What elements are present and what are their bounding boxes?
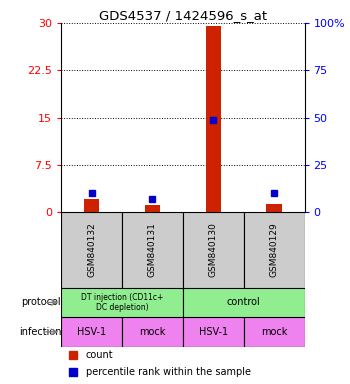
Text: infection: infection bbox=[19, 327, 61, 337]
Text: mock: mock bbox=[139, 327, 166, 337]
Text: mock: mock bbox=[261, 327, 287, 337]
Title: GDS4537 / 1424596_s_at: GDS4537 / 1424596_s_at bbox=[99, 9, 267, 22]
Text: GSM840130: GSM840130 bbox=[209, 222, 218, 277]
Bar bbox=[183, 288, 304, 317]
Bar bbox=[122, 317, 183, 346]
Bar bbox=[206, 26, 221, 212]
Bar bbox=[244, 212, 304, 288]
Text: GSM840131: GSM840131 bbox=[148, 222, 157, 277]
Bar bbox=[122, 212, 183, 288]
Bar bbox=[61, 288, 183, 317]
Text: GSM840129: GSM840129 bbox=[270, 223, 279, 277]
Text: percentile rank within the sample: percentile rank within the sample bbox=[85, 367, 251, 377]
Bar bbox=[244, 317, 304, 346]
Text: count: count bbox=[85, 350, 113, 360]
Text: DT injection (CD11c+
DC depletion): DT injection (CD11c+ DC depletion) bbox=[81, 293, 163, 312]
Bar bbox=[84, 200, 99, 212]
Text: GSM840132: GSM840132 bbox=[87, 223, 96, 277]
Bar bbox=[61, 212, 122, 288]
Text: HSV-1: HSV-1 bbox=[199, 327, 228, 337]
Bar bbox=[183, 317, 244, 346]
Bar bbox=[266, 204, 282, 212]
Text: protocol: protocol bbox=[22, 298, 61, 308]
Text: control: control bbox=[227, 298, 260, 308]
Bar bbox=[145, 205, 160, 212]
Text: HSV-1: HSV-1 bbox=[77, 327, 106, 337]
Bar bbox=[183, 212, 244, 288]
Bar bbox=[61, 317, 122, 346]
